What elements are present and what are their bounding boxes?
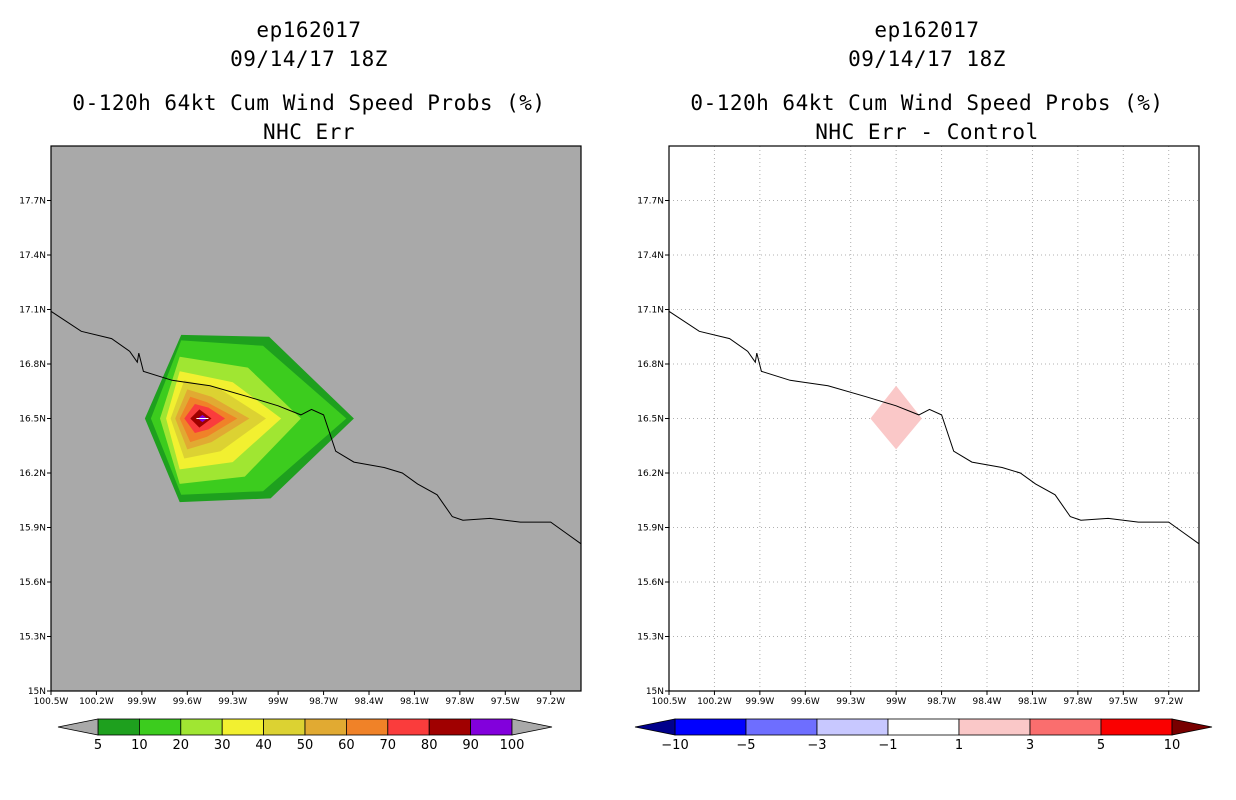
colorbar-label: 90 xyxy=(462,738,479,753)
storm-id-title: ep162017 xyxy=(256,18,362,42)
y-tick-label: 16.5N xyxy=(637,415,664,425)
y-tick-label: 15.9N xyxy=(637,524,664,534)
colorbar-right-arrow xyxy=(1171,718,1213,736)
coastline xyxy=(668,310,1200,545)
x-tick-label: 100.2W xyxy=(697,697,732,707)
y-tick-label: 15.3N xyxy=(637,633,664,643)
colorbar-label: 10 xyxy=(131,738,148,753)
x-tick-label: 97.8W xyxy=(445,697,474,707)
colorbar-swatch xyxy=(138,718,182,736)
y-tick-label: 15N xyxy=(646,687,664,697)
coastline xyxy=(50,310,582,545)
colorbar-swatch xyxy=(470,718,513,736)
x-tick-label: 100.5W xyxy=(34,697,69,707)
colorbar-label: 5 xyxy=(94,738,102,753)
colorbar-label: −1 xyxy=(878,738,897,753)
x-tick-label: 99.3W xyxy=(836,697,865,707)
chart-title: 0-120h 64kt Cum Wind Speed Probs (%) xyxy=(72,91,546,115)
colorbar-label: 1 xyxy=(955,738,963,753)
colorbar-swatch xyxy=(1029,718,1102,736)
x-tick-label: 98.7W xyxy=(309,697,338,707)
right-panel: ep162017 09/14/17 18Z 0-120h 64kt Cum Wi… xyxy=(618,0,1236,800)
x-tick-label: 99W xyxy=(886,697,906,707)
colorbar-swatch xyxy=(221,718,264,736)
colorbar-swatch xyxy=(1100,718,1173,736)
colorbar-label: 10 xyxy=(1164,738,1181,753)
x-tick-label: 100.5W xyxy=(652,697,687,707)
colorbar-swatch xyxy=(816,718,889,736)
colorbar-label: 30 xyxy=(214,738,231,753)
colorbar-swatch xyxy=(958,718,1031,736)
date-title: 09/14/17 18Z xyxy=(230,47,388,71)
colorbar-label: −10 xyxy=(661,738,688,753)
x-tick-label: 97.2W xyxy=(1154,697,1183,707)
contour-1 xyxy=(870,385,922,450)
x-tick-label: 98.4W xyxy=(355,697,384,707)
x-tick-label: 99W xyxy=(268,697,288,707)
x-tick-label: 97.5W xyxy=(491,697,520,707)
y-tick-label: 15N xyxy=(28,687,46,697)
colorbar-swatch xyxy=(97,718,140,736)
y-tick-label: 15.6N xyxy=(637,578,664,588)
colorbar-swatch xyxy=(887,718,960,736)
colorbar-left-arrow xyxy=(634,718,676,736)
map-chart-nhc-err: 100.5W 100.2W 99.9W 99.6W 99.3W 99W 98.7W 98.4W… xyxy=(19,145,582,753)
storm-id-title: ep162017 xyxy=(874,18,980,42)
colorbar-swatch xyxy=(345,718,389,736)
colorbar-label: −5 xyxy=(736,738,755,753)
y-tick-label: 17.1N xyxy=(637,306,664,316)
colorbar-swatch xyxy=(387,718,430,736)
colorbar-label: 60 xyxy=(338,738,355,753)
x-tick-label: 100.2W xyxy=(79,697,114,707)
colorbar-swatch xyxy=(263,718,306,736)
x-tick-label: 97.5W xyxy=(1109,697,1138,707)
x-tick-label: 98.4W xyxy=(973,697,1002,707)
chart-title: 0-120h 64kt Cum Wind Speed Probs (%) xyxy=(690,91,1164,115)
x-tick-label: 99.3W xyxy=(218,697,247,707)
colorbar-label: 3 xyxy=(1026,738,1034,753)
colorbar-label: 5 xyxy=(1097,738,1105,753)
y-tick-label: 16.5N xyxy=(19,415,46,425)
colorbar-label: 50 xyxy=(297,738,314,753)
colorbar-swatch xyxy=(180,718,223,736)
y-tick-label: 16.8N xyxy=(637,360,664,370)
y-tick-label: 17.1N xyxy=(19,306,46,316)
y-tick-label: 15.9N xyxy=(19,524,46,534)
y-tick-label: 15.6N xyxy=(19,578,46,588)
x-tick-label: 99.9W xyxy=(745,697,774,707)
x-tick-label: 99.6W xyxy=(791,697,820,707)
colorbar-label: 40 xyxy=(255,738,272,753)
colorbar-swatch xyxy=(428,718,472,736)
x-tick-label: 99.6W xyxy=(173,697,202,707)
y-tick-label: 17.4N xyxy=(19,251,46,261)
x-tick-label: 98.1W xyxy=(400,697,429,707)
y-tick-label: 17.7N xyxy=(19,197,46,207)
x-tick-label: 97.8W xyxy=(1063,697,1092,707)
colorbar-left-arrow xyxy=(57,718,99,736)
map-chart-difference: 100.5W 100.2W 99.9W 99.6W 99.3W 99W 98.7W 98.4W… xyxy=(634,145,1213,753)
colorbar-label: 80 xyxy=(421,738,438,753)
y-tick-label: 17.4N xyxy=(637,251,664,261)
y-tick-label: 15.3N xyxy=(19,633,46,643)
chart-subtitle: NHC Err xyxy=(262,120,355,144)
x-tick-label: 98.1W xyxy=(1018,697,1047,707)
left-panel: ep162017 09/14/17 18Z 0-120h 64kt Cum Wi… xyxy=(19,18,582,753)
colorbar-right-arrow xyxy=(511,718,553,736)
x-tick-label: 99.9W xyxy=(127,697,156,707)
y-tick-label: 16.8N xyxy=(19,360,46,370)
y-tick-label: 16.2N xyxy=(19,469,46,479)
y-tick-label: 16.2N xyxy=(637,469,664,479)
colorbar-label: 20 xyxy=(173,738,190,753)
colorbar-swatch xyxy=(745,718,818,736)
date-title: 09/14/17 18Z xyxy=(848,47,1006,71)
colorbar-label: 70 xyxy=(380,738,397,753)
x-tick-label: 97.2W xyxy=(536,697,565,707)
colorbar-label: 100 xyxy=(500,738,525,753)
colorbar-label: −3 xyxy=(807,738,826,753)
chart-subtitle: NHC Err - Control xyxy=(815,120,1039,144)
colorbar-swatch xyxy=(304,718,347,736)
x-tick-label: 98.7W xyxy=(927,697,956,707)
y-tick-label: 17.7N xyxy=(637,197,664,207)
colorbar-swatch xyxy=(674,718,747,736)
